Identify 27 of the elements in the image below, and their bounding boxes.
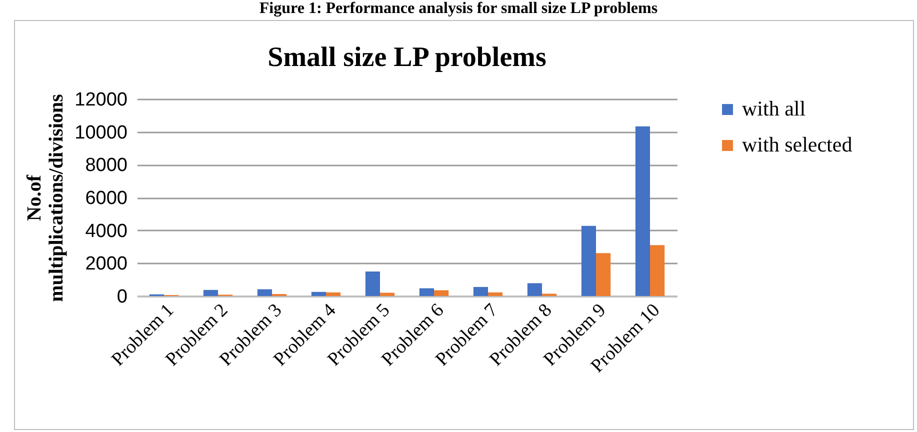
y-tick-label: 4000	[85, 220, 128, 242]
bar	[203, 290, 218, 296]
bar	[527, 283, 542, 296]
chart-title: Small size LP problems	[268, 42, 546, 73]
y-tick-label: 2000	[85, 254, 128, 275]
bar	[473, 286, 488, 296]
bar	[434, 290, 449, 296]
legend-label: with selected	[742, 132, 853, 156]
bar	[581, 226, 596, 296]
bar	[488, 292, 503, 296]
bar	[419, 288, 434, 296]
bar	[365, 272, 380, 296]
y-tick-label: 8000	[85, 155, 128, 176]
legend-label: with all	[742, 96, 806, 120]
bar	[326, 292, 341, 296]
bar	[380, 292, 395, 296]
y-tick-label: 6000	[85, 188, 128, 209]
bar	[650, 245, 665, 296]
bar	[311, 292, 326, 296]
caption: Figure 1: Performance analysis for small size LP problems	[258, 0, 659, 18]
y-tick-label: 10000	[74, 122, 128, 144]
y-tick-label: 12000	[74, 90, 128, 110]
y-tick-label: 0	[116, 286, 128, 308]
bar	[257, 289, 272, 296]
y-axis-title: No.of multiplications/divisions	[24, 94, 68, 302]
bar	[596, 253, 611, 296]
bar	[635, 126, 650, 296]
